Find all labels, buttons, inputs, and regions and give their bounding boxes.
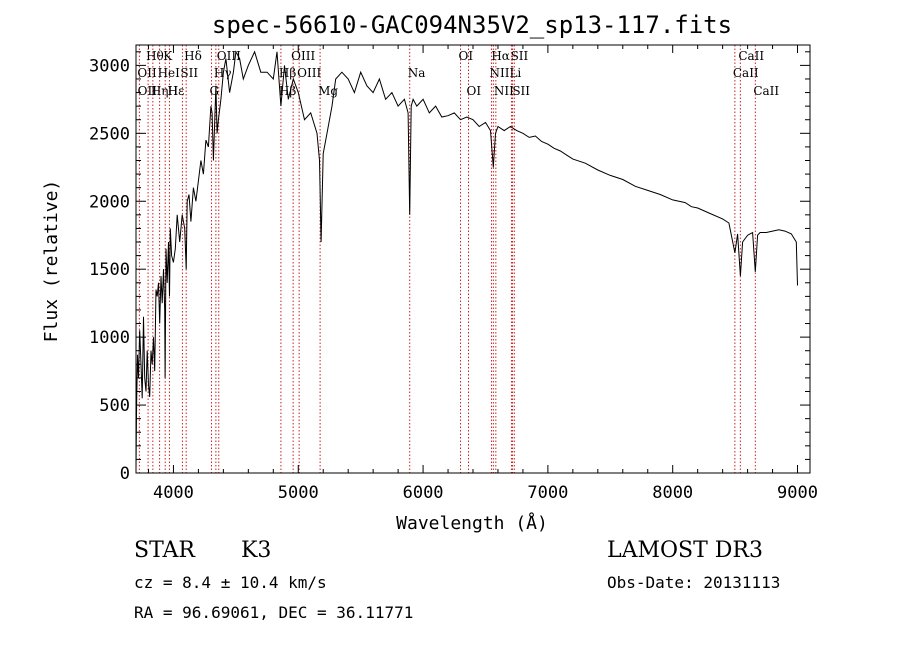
- line-label-row3-9: SII: [512, 84, 530, 98]
- line-label-row1-6: Hα: [491, 49, 510, 63]
- survey-name: LAMOST DR3: [607, 538, 763, 563]
- y-tick-label-2: 1000: [89, 328, 130, 348]
- line-label-row3-4: G: [210, 84, 220, 98]
- object-class: STAR: [134, 538, 195, 563]
- plot-frame: [135, 44, 811, 474]
- line-label-row2-5: OIII: [297, 66, 321, 80]
- line-label-row1-5: OI: [459, 49, 474, 63]
- line-label-row3-6: Mg: [318, 84, 338, 98]
- line-label-row2-7: NII: [489, 66, 509, 80]
- line-label-row2-0: OII: [137, 66, 157, 80]
- y-tick-label-4: 2000: [89, 192, 130, 212]
- coordinates: RA = 96.69061, DEC = 36.11771: [134, 603, 414, 622]
- line-label-row3-0: OII: [138, 84, 158, 98]
- line-label-row2-9: CaII: [733, 66, 759, 80]
- redshift-velocity: cz = 8.4 ± 10.4 km/s: [134, 573, 327, 592]
- x-tick-label-1: 5000: [278, 483, 319, 503]
- line-label-row3-10: CaII: [753, 84, 779, 98]
- y-tick-label-6: 3000: [89, 56, 130, 76]
- y-tick-label-5: 2500: [89, 124, 130, 144]
- line-label-row1-3: OIII: [217, 49, 241, 63]
- x-axis-label: Wavelength (Å): [396, 512, 548, 534]
- line-label-row3-7: OI: [467, 84, 482, 98]
- x-tick-label-4: 8000: [652, 483, 693, 503]
- line-label-row2-8: Li: [509, 66, 521, 80]
- x-tick-label-0: 4000: [153, 483, 194, 503]
- y-axis-label: Flux (relative): [41, 180, 62, 343]
- line-label-row1-8: CaII: [738, 49, 764, 63]
- line-label-row1-2: Hδ: [184, 49, 202, 63]
- x-tick-label-3: 7000: [527, 483, 568, 503]
- spectrum-line: [135, 50, 798, 469]
- object-subclass: K3: [241, 538, 272, 563]
- chart-title: spec-56610-GAC094N35V2_sp13-117.fits: [212, 11, 732, 39]
- line-label-row1-7: SII: [511, 49, 529, 63]
- y-tick-label-3: 1500: [89, 260, 130, 280]
- line-label-row2-1: HeI: [158, 66, 181, 80]
- line-label-row3-2: Hη: [151, 84, 169, 98]
- y-tick-label-1: 500: [99, 396, 130, 416]
- line-label-row3-3: H: [167, 84, 177, 98]
- line-label-row2-2: SII: [180, 66, 198, 80]
- line-label-row1-4: OIII: [291, 49, 315, 63]
- observation-date: Obs-Date: 20131113: [607, 573, 781, 592]
- x-tick-label-5: 9000: [777, 483, 818, 503]
- x-tick-label-2: 6000: [403, 483, 444, 503]
- line-label-row1-0: Hθ: [146, 49, 164, 63]
- line-label-row2-4: Hβ: [279, 66, 296, 80]
- line-label-row3-1: Hε: [168, 84, 185, 98]
- line-label-row1-1: K: [163, 49, 173, 63]
- line-label-row3-8: NII: [494, 84, 514, 98]
- line-label-row2-6: Na: [408, 66, 426, 80]
- y-tick-label-0: 0: [120, 464, 130, 484]
